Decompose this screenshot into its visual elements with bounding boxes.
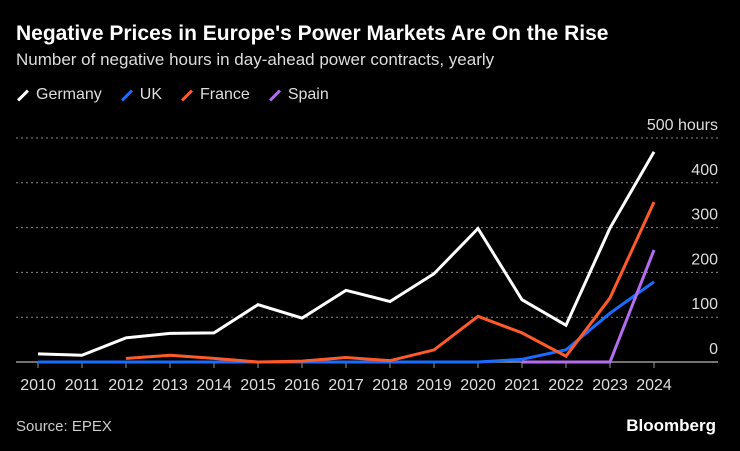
- source-note: Source: EPEX: [16, 418, 112, 435]
- x-tick-label: 2022: [548, 377, 584, 394]
- legend-uk: UK: [120, 86, 162, 104]
- x-tick-label: 2011: [65, 377, 100, 394]
- y-tick-label: 500 hours: [647, 117, 718, 134]
- legend-france: France: [180, 86, 250, 104]
- y-tick-label: 300: [691, 207, 718, 224]
- x-tick-label: 2019: [416, 377, 452, 394]
- legend-germany: Germany: [16, 86, 102, 104]
- x-tick-label: 2018: [372, 377, 408, 394]
- series-line-spain: [522, 249, 656, 364]
- x-tick-label: 2024: [636, 377, 672, 394]
- y-tick-label: 0: [709, 341, 718, 358]
- chart-title: Negative Prices in Europe's Power Market…: [16, 22, 609, 45]
- x-tick-label: 2016: [284, 377, 320, 394]
- series-line-uk: [38, 280, 655, 364]
- bloomberg-logo: Bloomberg: [626, 416, 716, 435]
- x-tick-label: 2010: [20, 377, 56, 394]
- legend-label: Germany: [36, 86, 102, 103]
- legend-label: Spain: [287, 86, 329, 103]
- legend-label: France: [200, 86, 250, 103]
- x-tick-label: 2015: [240, 377, 276, 394]
- x-tick-label: 2013: [152, 377, 188, 394]
- x-tick-label: 2012: [108, 377, 144, 394]
- y-tick-label: 200: [691, 251, 718, 268]
- x-tick-label: 2017: [328, 377, 364, 394]
- x-tick-label: 2020: [460, 377, 496, 394]
- legend-label: UK: [139, 86, 163, 103]
- y-tick-label: 100: [691, 296, 718, 313]
- series-line-france: [125, 201, 656, 364]
- x-tick-label: 2014: [196, 377, 232, 394]
- series-line-germany: [37, 151, 656, 357]
- chart-subtitle: Number of negative hours in day-ahead po…: [16, 50, 495, 69]
- legend-spain: Spain: [268, 86, 329, 104]
- y-tick-label: 400: [691, 162, 718, 179]
- x-tick-label: 2023: [592, 377, 628, 394]
- x-tick-label: 2021: [504, 377, 540, 394]
- legend: Germany UK France Spain: [16, 86, 329, 104]
